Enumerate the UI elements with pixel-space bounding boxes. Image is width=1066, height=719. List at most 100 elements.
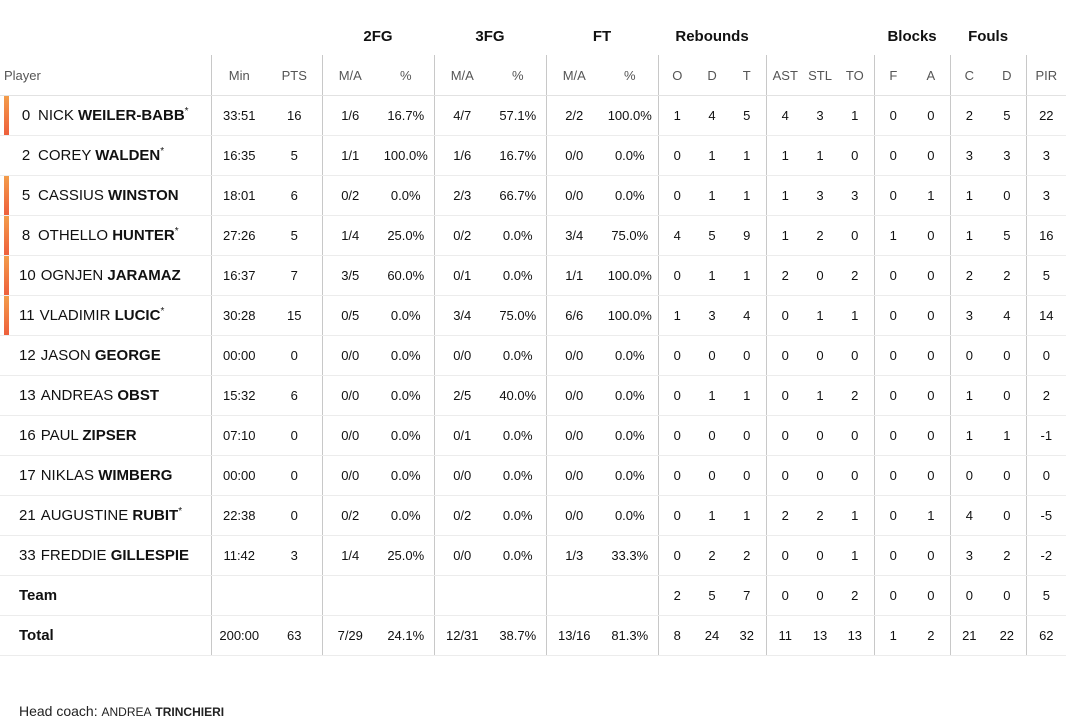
stat-fg3-ma: 3/4 xyxy=(433,295,490,336)
table-header: 2FG 3FG FT Rebounds Blocks Fouls Player … xyxy=(0,17,1066,96)
player-last-name[interactable]: WINSTON xyxy=(108,187,179,204)
stat-reb-o: 0 xyxy=(657,455,697,496)
stat-foul-c: 3 xyxy=(949,295,989,336)
stat-min: 33:51 xyxy=(210,95,267,136)
column-header-min[interactable]: Min xyxy=(210,55,267,96)
stat-fg3-ma: 4/7 xyxy=(433,95,490,136)
stat-fg3-pct: 66.7% xyxy=(490,175,546,216)
table-body: 0 NICK WEILER-BABB* 33:51 16 1/6 16.7% 4/7 57.1… xyxy=(0,95,1066,656)
stat-fg2-ma: 1/4 xyxy=(321,215,378,256)
stat-fg3-pct: 57.1% xyxy=(490,95,546,136)
stat-blk-a: 0 xyxy=(912,455,951,496)
column-header-to[interactable]: TO xyxy=(836,55,875,96)
stat-foul-d: 2 xyxy=(988,535,1027,576)
player-last-name[interactable]: WALDEN xyxy=(95,147,161,164)
stat-ast: 1 xyxy=(765,135,805,176)
player-number: 11 xyxy=(19,307,35,324)
stat-blk-a: 0 xyxy=(912,215,951,256)
stat-ast: 0 xyxy=(765,335,805,376)
table-row: 2 COREY WALDEN* 16:35 5 1/1 100.0% 1/6 16.7% 0/0… xyxy=(0,135,1066,176)
column-header-reb-t[interactable]: T xyxy=(728,55,767,96)
stat-pir: 5 xyxy=(1025,255,1066,296)
column-header-ast[interactable]: AST xyxy=(765,55,805,96)
stat-reb-o: 0 xyxy=(657,135,697,176)
player-number: 13 xyxy=(19,387,36,404)
player-last-name[interactable]: LUCIC xyxy=(114,307,161,324)
player-last-name[interactable]: GILLESPIE xyxy=(110,547,190,564)
player-last-name[interactable]: WEILER-BABB xyxy=(78,107,185,124)
stat-foul-c: 3 xyxy=(949,535,989,576)
stat-fg3-pct: 40.0% xyxy=(490,375,546,416)
column-header-foul-c[interactable]: C xyxy=(949,55,989,96)
stat-reb-t: 0 xyxy=(728,335,767,376)
player-last-name[interactable]: ZIPSER xyxy=(82,427,137,444)
player-cell: 16 PAUL ZIPSER xyxy=(0,415,211,456)
column-header-ft-ma[interactable]: M/A xyxy=(545,55,602,96)
column-header-reb-d[interactable]: D xyxy=(696,55,729,96)
stat-foul-d: 2 xyxy=(988,255,1027,296)
player-last-name[interactable]: WIMBERG xyxy=(98,467,173,484)
stat-fg2-ma: 0/2 xyxy=(321,495,378,536)
stat-to: 0 xyxy=(836,135,875,176)
player-last-name[interactable]: RUBIT xyxy=(132,507,179,524)
player-mark: * xyxy=(178,506,183,517)
stat-blk-a: 0 xyxy=(912,415,951,456)
stat-reb-d: 1 xyxy=(696,135,729,176)
player-first-name: VLADIMIR xyxy=(39,307,111,324)
player-mark: * xyxy=(160,146,165,157)
column-header-stl[interactable]: STL xyxy=(804,55,837,96)
column-header-3fg-pct[interactable]: % xyxy=(490,55,546,96)
column-header-pts[interactable]: PTS xyxy=(267,55,322,96)
stat-fg3-ma: 2/3 xyxy=(433,175,490,216)
column-header-3fg-ma[interactable]: M/A xyxy=(433,55,490,96)
stat-ast: 0 xyxy=(765,455,805,496)
stat-blk-f: 0 xyxy=(873,535,913,576)
stat-ft-ma: 0/0 xyxy=(545,175,602,216)
table-row: 13 ANDREAS OBST 15:32 6 0/0 0.0% 2/5 40.0% 0/0 0.… xyxy=(0,375,1066,416)
stat-blk-a: 0 xyxy=(912,135,951,176)
stat-reb-t: 9 xyxy=(728,215,767,256)
stat-pts: 63 xyxy=(267,615,322,656)
stat-fg2-ma: 0/2 xyxy=(321,175,378,216)
player-last-name[interactable]: JARAMAZ xyxy=(107,267,181,284)
total-row: Total 200:00 63 7/29 24.1% 12/31 38.7% 13/16 81.… xyxy=(0,615,1066,656)
stat-foul-d: 0 xyxy=(988,575,1027,616)
group-header-rebounds: Rebounds xyxy=(675,27,749,45)
player-cell: 21 AUGUSTINE RUBIT* xyxy=(0,495,211,536)
starter-indicator xyxy=(4,176,9,215)
stat-blk-f: 1 xyxy=(873,215,913,256)
stat-blk-a: 0 xyxy=(912,535,951,576)
player-number: 8 xyxy=(21,227,31,244)
player-last-name[interactable]: GEORGE xyxy=(94,347,161,364)
stat-fg3-ma: 0/0 xyxy=(433,335,490,376)
stat-fg3-pct xyxy=(490,575,546,616)
stat-blk-f: 1 xyxy=(873,615,913,656)
column-header-player[interactable]: Player xyxy=(0,55,211,96)
player-last-name[interactable]: OBST xyxy=(117,387,160,404)
column-header-pir[interactable]: PIR xyxy=(1025,55,1066,96)
stat-pts: 5 xyxy=(267,215,322,256)
table-row: 11 VLADIMIR LUCIC* 30:28 15 0/5 0.0% 3/4 75.0% 6… xyxy=(0,295,1066,336)
stat-fg3-pct: 0.0% xyxy=(490,415,546,456)
column-header-blk-f[interactable]: F xyxy=(873,55,913,96)
player-last-name[interactable]: HUNTER xyxy=(112,227,175,244)
stat-ft-ma: 0/0 xyxy=(545,415,602,456)
column-header-blk-a[interactable]: A xyxy=(912,55,951,96)
player-first-name: ANDREAS xyxy=(40,387,114,404)
column-header-2fg-ma[interactable]: M/A xyxy=(321,55,378,96)
stat-foul-d: 0 xyxy=(988,455,1027,496)
stat-ft-ma: 0/0 xyxy=(545,375,602,416)
stat-fg3-pct: 16.7% xyxy=(490,135,546,176)
stat-reb-d: 1 xyxy=(696,175,729,216)
stat-to: 0 xyxy=(836,335,875,376)
column-header-ft-pct[interactable]: % xyxy=(602,55,659,96)
column-header-foul-d[interactable]: D xyxy=(988,55,1027,96)
stat-fg2-pct: 0.0% xyxy=(378,415,434,456)
stat-ft-pct: 75.0% xyxy=(602,215,659,256)
stat-reb-d: 24 xyxy=(696,615,729,656)
stat-ft-ma: 0/0 xyxy=(545,495,602,536)
column-header-2fg-pct[interactable]: % xyxy=(378,55,434,96)
stat-fg3-ma: 1/6 xyxy=(433,135,490,176)
stat-fg3-ma: 0/1 xyxy=(433,415,490,456)
column-header-reb-o[interactable]: O xyxy=(657,55,697,96)
